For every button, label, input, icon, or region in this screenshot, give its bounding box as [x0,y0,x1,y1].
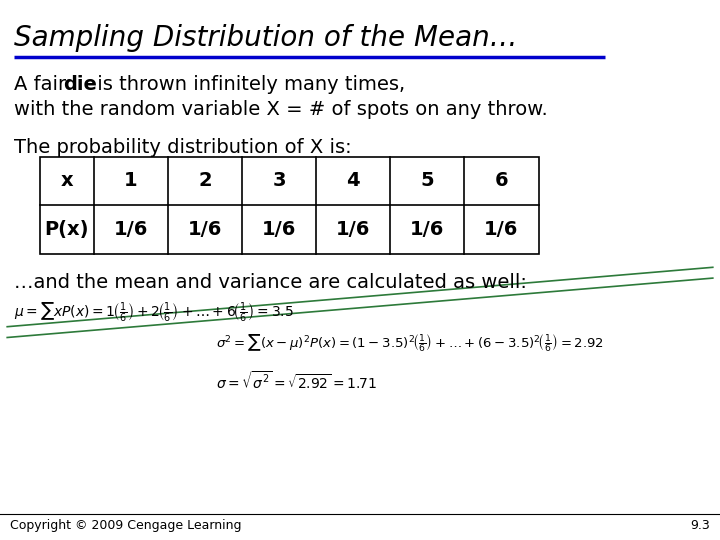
Text: 2: 2 [198,171,212,191]
Text: P(x): P(x) [45,220,89,239]
Text: 6: 6 [495,171,508,191]
Text: …and the mean and variance are calculated as well:: …and the mean and variance are calculate… [14,273,527,292]
Text: Sampling Distribution of the Mean…: Sampling Distribution of the Mean… [14,24,518,52]
Text: die: die [63,75,97,93]
Text: $\sigma^2 = \sum (x-\mu)^2 P(x) = (1-3.5)^2\!\left(\frac{1}{6}\right) + \ldots +: $\sigma^2 = \sum (x-\mu)^2 P(x) = (1-3.5… [216,332,604,354]
Text: 1/6: 1/6 [114,220,148,239]
Text: 1: 1 [124,171,138,191]
Text: $\mu = \sum xP(x) = 1\!\left(\frac{1}{6}\right) + 2\!\left(\frac{1}{6}\right) + : $\mu = \sum xP(x) = 1\!\left(\frac{1}{6}… [14,300,294,323]
FancyBboxPatch shape [40,157,539,254]
Text: 5: 5 [420,171,434,191]
Text: A fair: A fair [14,75,73,93]
Text: 1/6: 1/6 [262,220,296,239]
Text: The probability distribution of X is:: The probability distribution of X is: [14,138,352,157]
Text: $\sigma = \sqrt{\sigma^2} = \sqrt{2.92} = 1.71$: $\sigma = \sqrt{\sigma^2} = \sqrt{2.92} … [216,370,377,392]
Text: 1/6: 1/6 [485,220,518,239]
Text: 1/6: 1/6 [336,220,370,239]
Text: with the random variable X = # of spots on any throw.: with the random variable X = # of spots … [14,100,548,119]
Text: 3: 3 [272,171,286,191]
Text: x: x [60,171,73,191]
Text: 1/6: 1/6 [410,220,444,239]
Text: 4: 4 [346,171,360,191]
Text: 9.3: 9.3 [690,519,710,532]
Text: is thrown infinitely many times,: is thrown infinitely many times, [91,75,405,93]
Text: 1/6: 1/6 [188,220,222,239]
Text: Copyright © 2009 Cengage Learning: Copyright © 2009 Cengage Learning [10,519,242,532]
